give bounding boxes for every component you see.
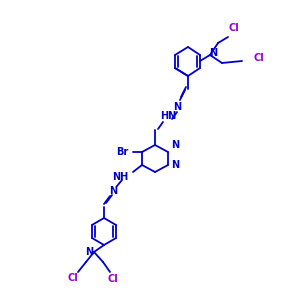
Text: HN: HN — [160, 111, 176, 121]
Text: NH: NH — [112, 172, 128, 182]
Text: N: N — [171, 140, 179, 150]
Text: Cl: Cl — [253, 53, 264, 63]
Text: N: N — [209, 48, 217, 58]
Text: Cl: Cl — [229, 23, 239, 33]
Text: Cl: Cl — [68, 273, 78, 283]
Text: Cl: Cl — [108, 274, 118, 284]
Text: N: N — [173, 102, 181, 112]
Text: N: N — [85, 247, 93, 257]
Text: N: N — [109, 186, 117, 196]
Text: N: N — [171, 160, 179, 170]
Text: Br: Br — [116, 147, 128, 157]
